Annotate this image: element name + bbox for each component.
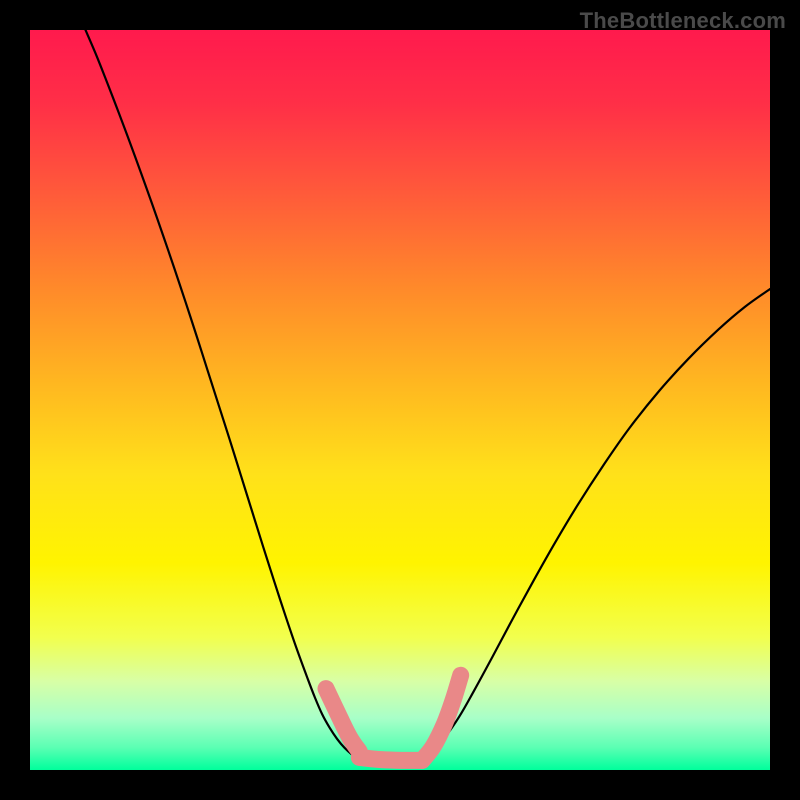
- watermark-text: TheBottleneck.com: [580, 8, 786, 34]
- plot-area: [30, 30, 770, 770]
- chart-background: [30, 30, 770, 770]
- overlay-segment-1: [359, 757, 422, 760]
- bottleneck-curve-chart: [30, 30, 770, 770]
- chart-frame: TheBottleneck.com: [0, 0, 800, 800]
